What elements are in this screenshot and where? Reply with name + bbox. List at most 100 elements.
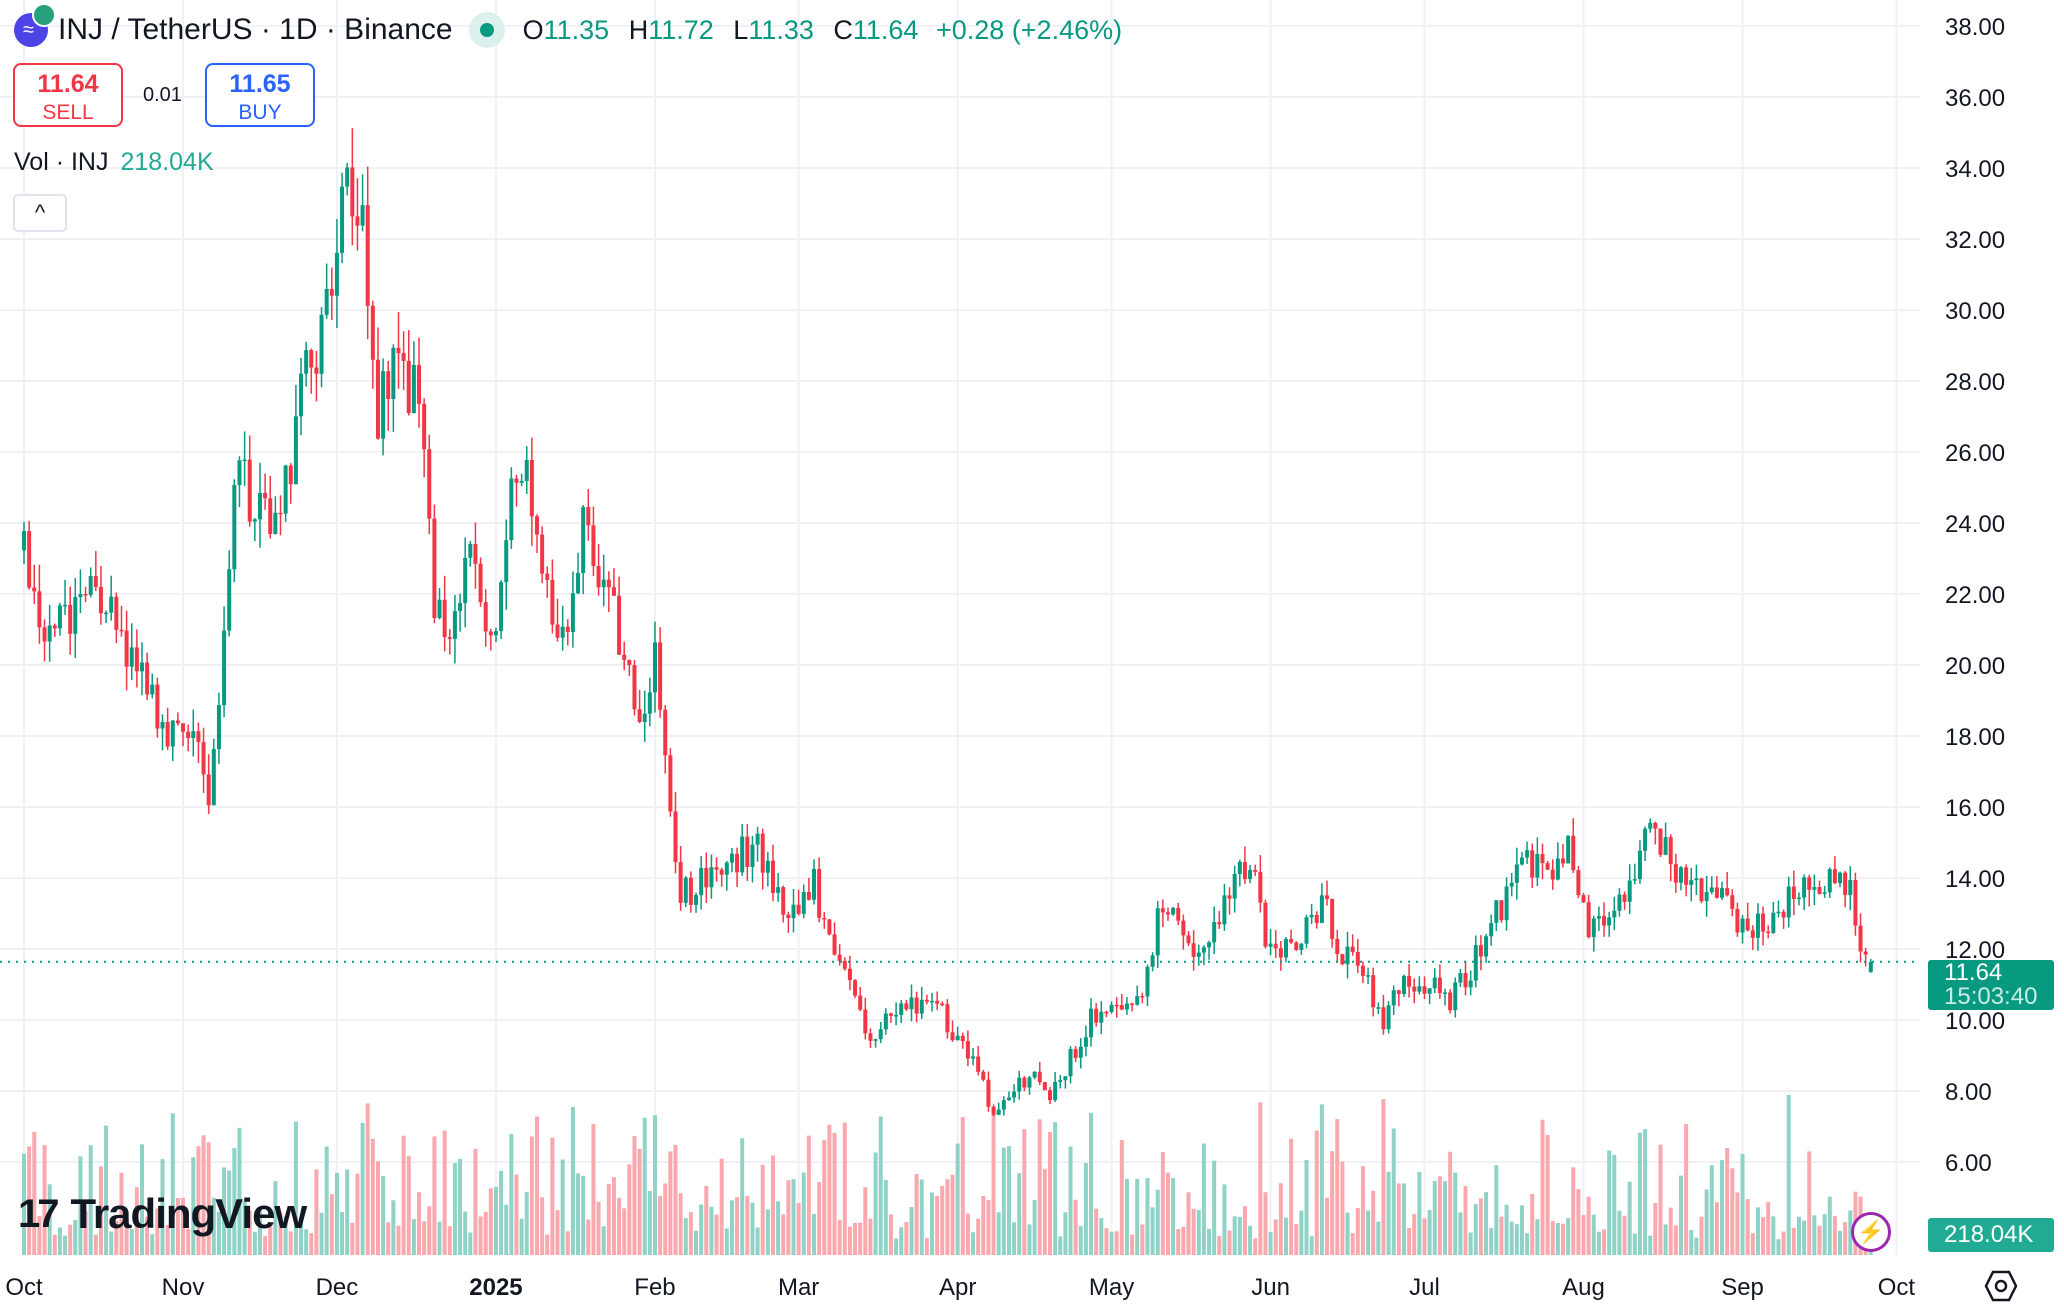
candle-up (1504, 886, 1509, 921)
volume-bar (1725, 1148, 1730, 1255)
candle-up (1827, 869, 1832, 893)
volume-bar (1032, 1199, 1037, 1255)
candle-up (1525, 850, 1530, 858)
volume-bar (1350, 1233, 1355, 1255)
volume-bar (1078, 1226, 1083, 1255)
volume-bar (642, 1117, 647, 1255)
volume-bar (396, 1225, 401, 1255)
candle-down (950, 1032, 955, 1041)
volume-bar (452, 1162, 457, 1255)
candle-up (1443, 992, 1448, 994)
candle-up (324, 289, 329, 315)
candle-down (1037, 1071, 1042, 1083)
candle-down (483, 602, 488, 632)
candle-down (355, 216, 360, 226)
volume-bar (1714, 1202, 1719, 1255)
price-tick-label: 28.00 (1945, 369, 2005, 396)
market-status-icon[interactable] (468, 12, 505, 48)
volume-bar (1355, 1208, 1360, 1255)
sell-button[interactable]: 11.64 SELL (13, 63, 123, 127)
volume-bar (278, 1212, 283, 1255)
candle-down (1561, 858, 1565, 864)
symbol-title[interactable]: INJ / TetherUS · 1D · Binance (58, 13, 453, 46)
candle-up (1473, 945, 1478, 981)
open-value: 11.35 (543, 14, 610, 45)
candle-down (1853, 879, 1858, 926)
lightning-icon[interactable]: ⚡ (1851, 1212, 1891, 1252)
volume-bar (1694, 1237, 1699, 1255)
volume-bar (1571, 1167, 1576, 1255)
candle-down (1273, 943, 1278, 949)
candle-down (1530, 850, 1535, 878)
candle-down (796, 904, 801, 914)
volume-bar (145, 1216, 150, 1255)
candle-down (1094, 1008, 1099, 1023)
candle-down (1673, 864, 1678, 883)
volume-bar (1776, 1239, 1781, 1255)
candle-up (411, 364, 416, 414)
volume-bar (606, 1184, 611, 1255)
volume-bar (1099, 1218, 1104, 1255)
volume-bar (853, 1222, 858, 1255)
volume-bar (1448, 1151, 1453, 1255)
candle-up (519, 480, 524, 483)
volume-bar (1843, 1222, 1848, 1255)
candle-up (129, 647, 134, 667)
candle-up (468, 543, 473, 558)
tradingview-logo[interactable]: 17 TradingView (18, 1190, 307, 1238)
volume-bar (1048, 1132, 1052, 1255)
volume-bar (1653, 1203, 1658, 1255)
price-axis[interactable]: 38.00 36.00 34.00 32.00 30.00 28.00 26.00 24.00… (1945, 14, 2005, 1177)
volume-legend[interactable]: Vol · INJ 218.04K (14, 148, 214, 177)
volume-bar (340, 1211, 345, 1255)
candle-down (1791, 886, 1796, 899)
high-value: 11.72 (648, 14, 714, 45)
volume-bar (955, 1143, 960, 1255)
candle-down (1073, 1049, 1078, 1058)
volume-bar (1468, 1232, 1473, 1255)
candle-up (729, 853, 734, 863)
volume-bar (586, 1219, 591, 1255)
settings-hexagon-icon[interactable] (1984, 1270, 2018, 1302)
volume-bar (678, 1193, 683, 1255)
buy-button[interactable]: 11.65 BUY (205, 63, 315, 127)
volume-bar (1591, 1214, 1596, 1255)
candle-down (1714, 887, 1719, 898)
volume-bar (314, 1169, 319, 1255)
candle-down (837, 954, 842, 961)
candle-down (329, 289, 334, 296)
collapse-legend-button[interactable]: ^ (13, 194, 67, 232)
volume-bar (1273, 1219, 1278, 1255)
candle-down (1540, 854, 1545, 864)
candle-up (1386, 1005, 1391, 1030)
volume-bar (1607, 1150, 1612, 1255)
volume-bar (535, 1116, 539, 1255)
candle-down (1761, 913, 1766, 932)
volume-bar (319, 1212, 324, 1255)
candle-down (853, 980, 858, 996)
candle-up (791, 904, 796, 919)
volume-bar (950, 1174, 955, 1255)
price-tick-label: 34.00 (1945, 156, 2005, 183)
volume-bar (570, 1107, 575, 1255)
candle-up (1027, 1077, 1032, 1088)
volume-bar (1386, 1171, 1391, 1255)
volume-bar (1525, 1233, 1530, 1255)
candle-down (175, 720, 180, 724)
candle-down (945, 1004, 950, 1033)
volume-bar (499, 1170, 504, 1255)
volume-bar (991, 1115, 996, 1255)
volume-bar (1637, 1132, 1642, 1255)
candle-up (878, 1029, 883, 1040)
candle-up (996, 1109, 1001, 1115)
volume-bar (1104, 1228, 1109, 1255)
volume-bar (1196, 1209, 1201, 1255)
volume-bar (1376, 1221, 1381, 1255)
time-axis[interactable]: Oct Nov Dec 2025 Feb Mar Apr May Jun Jul Aug Sep Oct (5, 1274, 1915, 1301)
candle-up (1484, 936, 1489, 957)
volume-bar (765, 1209, 770, 1255)
volume-bar (1755, 1207, 1760, 1255)
candle-down (98, 586, 103, 614)
candle-up (1678, 867, 1683, 883)
